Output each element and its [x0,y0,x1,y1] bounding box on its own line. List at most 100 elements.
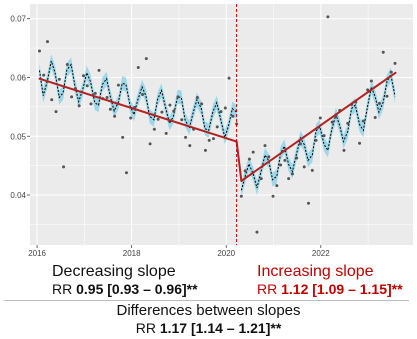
y-tick-label: 0.05 [10,132,26,141]
slope-difference-annotation: Differences between slopes RR 1.17 [1.14… [0,302,417,337]
observed-point [307,201,311,205]
observed-point [93,91,97,95]
increasing-slope-rr-prefix: RR [257,281,282,297]
observed-point [298,142,302,146]
observed-point [152,127,156,131]
observed-point [361,119,365,123]
observed-point [373,115,377,119]
observed-point [42,73,46,77]
increasing-slope-title: Increasing slope [257,263,374,280]
observed-points [37,15,397,234]
observed-point [176,95,180,99]
observed-point [211,137,215,141]
its-chart: 0.04 0.05 0.06 0.07 2016 2018 2020 2022 [10,4,413,258]
observed-point [37,49,41,53]
observed-point [105,95,109,99]
observed-point [275,184,279,188]
observed-point [219,110,223,114]
observed-point [243,169,247,173]
observed-point [295,156,299,160]
observed-point [330,120,334,124]
observed-point [231,114,235,118]
observed-point [156,117,160,121]
increasing-slope-rr: RR 1.12 [1.09 – 1.15]** [257,281,403,298]
trend-line-segment [235,140,243,182]
observed-point [259,177,263,181]
y-tick-label: 0.04 [10,191,26,200]
x-tick-label: 2020 [217,249,235,258]
observed-point [393,61,397,65]
slope-difference-title: Differences between slopes [116,302,301,319]
observed-point [77,104,81,108]
observed-point [160,110,164,114]
observed-point [172,109,176,113]
observed-point [116,83,120,87]
observed-point [141,93,145,97]
increasing-slope-annotation: Increasing slope RR 1.12 [1.09 – 1.15]** [257,263,403,298]
observed-point [124,171,128,175]
observed-point [381,50,385,54]
observed-point [97,68,101,72]
observed-point [227,76,231,80]
observed-point [57,77,61,81]
slope-difference-rr-prefix: RR [135,320,160,336]
observed-point [184,135,188,139]
observed-point [263,144,267,148]
observed-point [267,155,271,159]
trend-lines [38,71,397,182]
decreasing-slope-rr-value: 0.95 [0.93 – 0.96]** [76,281,198,297]
observed-point [322,134,326,138]
fitted-line [38,60,396,191]
observed-point [385,94,389,98]
x-tick-label: 2022 [312,249,330,258]
observed-point [203,148,207,152]
decreasing-slope-rr-prefix: RR [52,281,77,297]
observed-point [215,125,219,129]
observed-point [81,74,85,78]
observed-point [251,150,255,154]
observed-point [358,141,362,145]
observed-point [136,65,140,69]
increasing-slope-rr-value: 1.12 [1.09 – 1.15]** [281,281,403,297]
observed-point [62,165,66,169]
observed-point [54,110,58,114]
observed-point [65,63,69,67]
observed-point [239,194,243,198]
observed-point [314,138,318,142]
observed-point [70,95,74,99]
divider [4,300,409,301]
decreasing-slope-rr: RR 0.95 [0.93 – 0.96]** [52,281,198,298]
observed-point [168,103,172,107]
y-axis-ticks: 0.04 0.05 0.06 0.07 [10,15,30,200]
x-tick-label: 2016 [28,249,46,258]
observed-point [283,158,287,162]
observed-point [108,107,112,111]
observed-point [223,106,227,110]
observed-point [346,121,350,125]
observed-point [89,102,93,106]
observed-point [235,122,239,126]
decreasing-slope-annotation: Decreasing slope RR 0.95 [0.93 – 0.96]** [52,263,198,298]
observed-point [113,114,117,118]
observed-point [279,163,283,167]
observed-point [377,101,381,105]
observed-point [207,138,211,142]
observed-point [85,84,89,88]
fitted-series-line [38,60,237,140]
observed-point [342,148,346,152]
observed-point [326,15,330,19]
observed-point [287,177,291,181]
slope-difference-rr: RR 1.17 [1.14 – 1.21]** [0,320,417,337]
observed-point [188,144,192,148]
observed-point [180,118,184,122]
observed-point [164,131,168,135]
observed-point [200,102,204,106]
observed-point [144,57,148,61]
observed-point [195,95,199,99]
trend-line-segment [240,71,397,182]
observed-point [369,79,373,83]
trend-line-segment [38,77,238,143]
x-axis-ticks: 2016 2018 2020 2022 [28,245,330,258]
observed-point [247,157,251,161]
slope-difference-rr-value: 1.17 [1.14 – 1.21]** [159,320,282,336]
